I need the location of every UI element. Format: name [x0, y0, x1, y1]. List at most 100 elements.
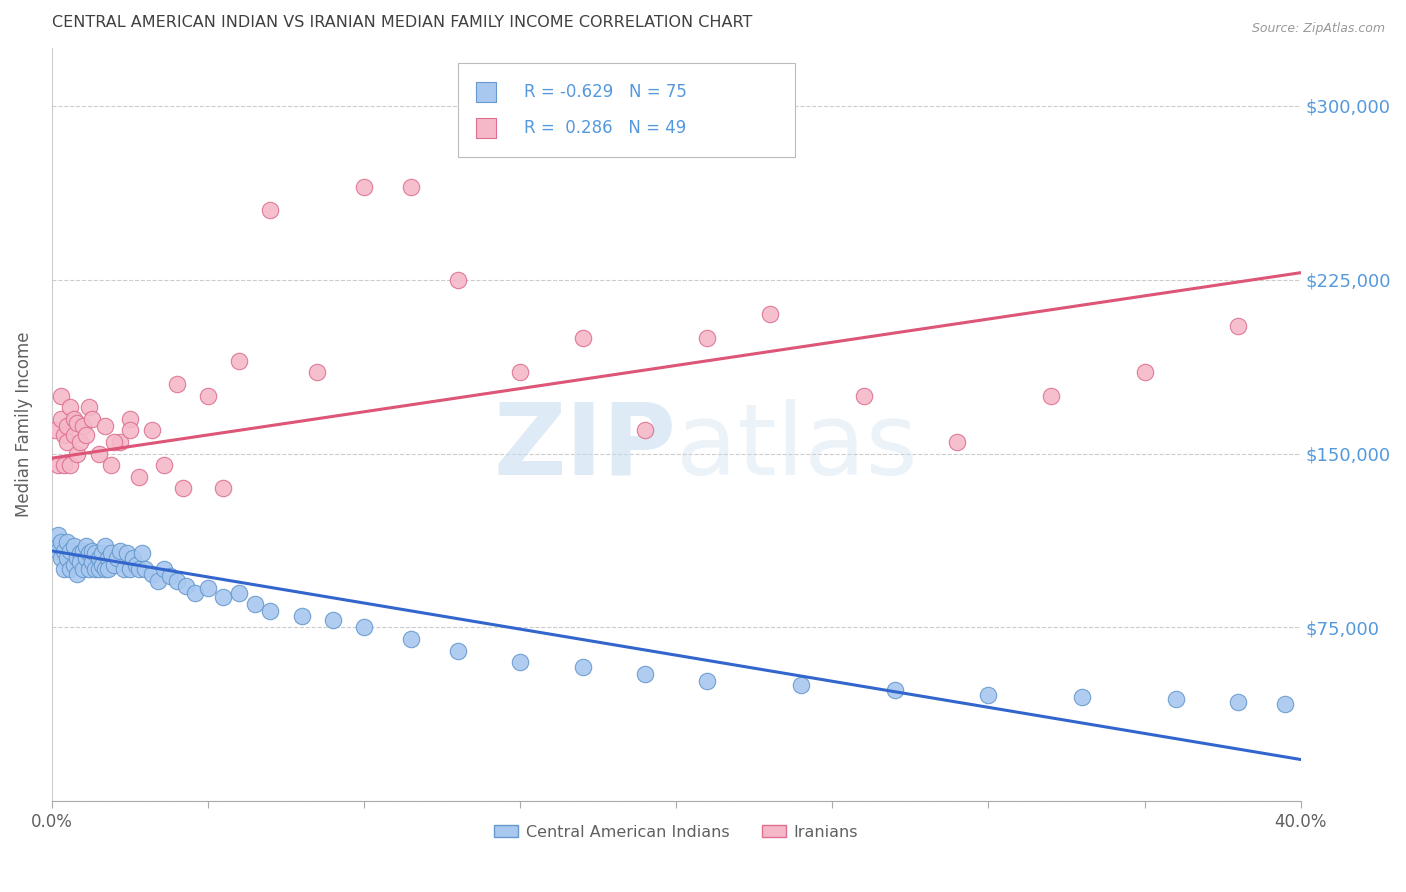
Point	[62, 539, 84, 553]
Point	[759, 307, 782, 321]
Point	[100, 458, 122, 472]
Point	[509, 365, 531, 379]
Text: R =  0.286   N = 49: R = 0.286 N = 49	[524, 120, 686, 137]
Point	[153, 562, 176, 576]
Point	[118, 423, 141, 437]
Point	[509, 655, 531, 669]
Point	[94, 562, 117, 576]
Point	[115, 546, 138, 560]
Point	[77, 546, 100, 560]
Point	[1128, 794, 1150, 808]
Point	[53, 458, 76, 472]
Point	[212, 481, 235, 495]
Point	[259, 604, 281, 618]
Point	[66, 417, 89, 431]
Point	[56, 434, 79, 449]
Point	[1164, 692, 1187, 706]
Point	[128, 469, 150, 483]
Point	[75, 428, 97, 442]
Point	[259, 203, 281, 218]
Point	[141, 567, 163, 582]
Point	[571, 330, 593, 344]
Point	[87, 446, 110, 460]
Point	[62, 428, 84, 442]
Point	[112, 562, 135, 576]
Point	[49, 388, 72, 402]
Point	[696, 673, 718, 688]
Point	[66, 550, 89, 565]
Point	[977, 688, 1000, 702]
Point	[118, 562, 141, 576]
Point	[77, 400, 100, 414]
Point	[852, 388, 875, 402]
Point	[634, 666, 657, 681]
Point	[103, 434, 125, 449]
Point	[946, 434, 969, 449]
Point	[72, 562, 94, 576]
Point	[82, 556, 104, 570]
Point	[159, 569, 181, 583]
Point	[1128, 794, 1150, 808]
Point	[100, 546, 122, 560]
Point	[49, 534, 72, 549]
Point	[1071, 690, 1094, 704]
Point	[49, 550, 72, 565]
Point	[97, 550, 120, 565]
Point	[790, 678, 813, 692]
Y-axis label: Median Family Income: Median Family Income	[15, 332, 32, 517]
Point	[84, 562, 107, 576]
Point	[94, 539, 117, 553]
Point	[399, 180, 422, 194]
Point	[184, 585, 207, 599]
Point	[69, 556, 91, 570]
Point	[571, 660, 593, 674]
Legend: Central American Indians, Iranians: Central American Indians, Iranians	[488, 818, 865, 846]
Point	[446, 273, 468, 287]
Point	[56, 418, 79, 433]
Point	[97, 562, 120, 576]
Point	[1274, 697, 1296, 711]
Point	[53, 562, 76, 576]
Point	[53, 544, 76, 558]
Point	[128, 562, 150, 576]
Point	[59, 400, 82, 414]
Point	[56, 550, 79, 565]
Point	[94, 418, 117, 433]
Point	[46, 544, 69, 558]
Point	[228, 353, 250, 368]
Text: Source: ZipAtlas.com: Source: ZipAtlas.com	[1251, 22, 1385, 36]
Point	[122, 550, 145, 565]
Point	[197, 388, 219, 402]
Point	[307, 365, 329, 379]
Point	[1039, 388, 1062, 402]
Point	[75, 550, 97, 565]
Point	[49, 411, 72, 425]
Point	[634, 423, 657, 437]
Point	[77, 562, 100, 576]
Point	[66, 567, 89, 582]
Point	[59, 562, 82, 576]
Point	[44, 423, 66, 437]
Point	[228, 585, 250, 599]
Point	[75, 539, 97, 553]
Point	[69, 546, 91, 560]
Point	[72, 544, 94, 558]
FancyBboxPatch shape	[457, 63, 794, 157]
Point	[1227, 694, 1250, 708]
Point	[44, 539, 66, 553]
Point	[56, 534, 79, 549]
Point	[82, 411, 104, 425]
Point	[166, 376, 188, 391]
Point	[1133, 365, 1156, 379]
Text: CENTRAL AMERICAN INDIAN VS IRANIAN MEDIAN FAMILY INCOME CORRELATION CHART: CENTRAL AMERICAN INDIAN VS IRANIAN MEDIA…	[52, 15, 752, 30]
Point	[87, 550, 110, 565]
Point	[353, 180, 375, 194]
Point	[1227, 318, 1250, 333]
Point	[153, 458, 176, 472]
Point	[103, 558, 125, 572]
Point	[131, 546, 153, 560]
Point	[46, 527, 69, 541]
Point	[146, 574, 169, 588]
Point	[883, 682, 905, 697]
Point	[243, 597, 266, 611]
